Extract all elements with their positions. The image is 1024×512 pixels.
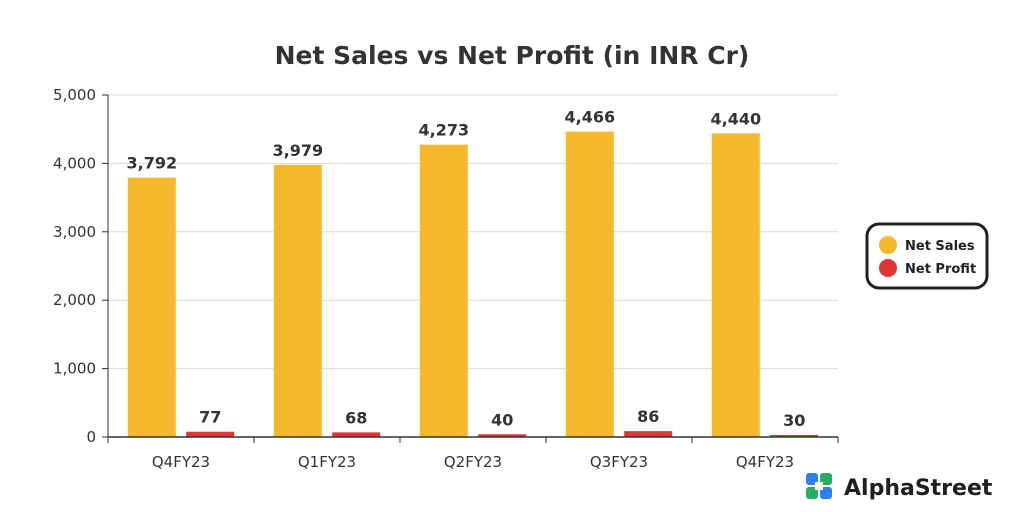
x-tick-label: Q3FY23 [590, 453, 648, 471]
legend-box [865, 222, 989, 290]
bar-net-sales [565, 131, 614, 437]
x-tick-label: Q1FY23 [298, 453, 356, 471]
y-tick-label: 0 [86, 428, 96, 446]
y-tick-label: 4,000 [53, 154, 96, 172]
y-tick-label: 5,000 [53, 86, 96, 104]
bars: 3,792 3,979 4,273 4,466 4,440 77 68 40 86 30 [126, 108, 819, 437]
bar-net-sales [273, 164, 322, 437]
x-axis: Q4FY23 Q1FY23 Q2FY23 Q3FY23 Q4FY23 [107, 436, 839, 471]
legend-marker-net-profit [879, 259, 897, 277]
legend: Net Sales Net Profit [865, 222, 989, 290]
y-tick-label: 2,000 [53, 291, 96, 309]
legend-label-net-profit: Net Profit [905, 262, 976, 277]
brand-name: AlphaStreet [844, 476, 993, 501]
bar-net-profit [624, 431, 673, 437]
bar-net-sales [127, 177, 176, 437]
bar-net-sales [419, 144, 468, 437]
bar-net-profit [332, 432, 381, 437]
legend-marker-net-sales [879, 236, 897, 254]
legend-label-net-sales: Net Sales [905, 239, 975, 254]
bar-net-sales [711, 133, 760, 437]
data-label-net-sales: 3,979 [272, 141, 323, 160]
y-tick-label: 1,000 [53, 360, 96, 378]
data-label-net-sales: 3,792 [126, 154, 177, 173]
data-label-net-profit: 30 [783, 411, 805, 430]
brand-logo: AlphaStreet [806, 473, 993, 501]
bar-net-profit [770, 434, 819, 437]
chart-title: Net Sales vs Net Profit (in INR Cr) [275, 41, 750, 70]
data-label-net-profit: 77 [199, 408, 221, 427]
bar-net-profit [478, 434, 527, 437]
bar-net-profit [186, 431, 235, 437]
data-label-net-sales: 4,440 [710, 109, 761, 128]
x-tick-label: Q4FY23 [736, 453, 794, 471]
alphastreet-logo-icon [806, 473, 832, 499]
y-axis: 0 1,000 2,000 3,000 4,000 5,000 [53, 86, 109, 446]
data-label-net-sales: 4,466 [564, 108, 615, 127]
data-label-net-profit: 68 [345, 408, 367, 427]
data-label-net-sales: 4,273 [418, 121, 469, 140]
x-tick-label: Q2FY23 [444, 453, 502, 471]
y-tick-label: 3,000 [53, 223, 96, 241]
data-label-net-profit: 40 [491, 410, 513, 429]
data-label-net-profit: 86 [637, 407, 659, 426]
x-tick-label: Q4FY23 [152, 453, 210, 471]
